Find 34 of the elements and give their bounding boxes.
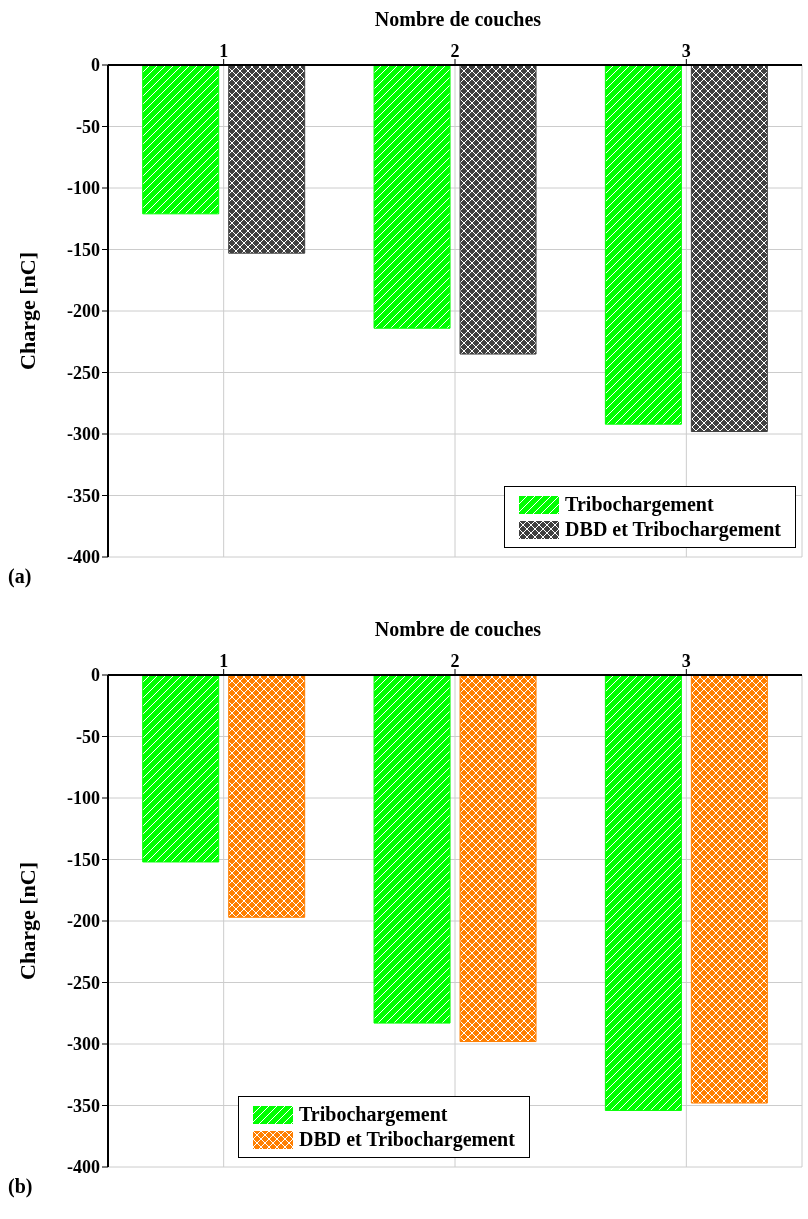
- y-axis-title: Charge [nC]: [14, 252, 40, 370]
- y-tick-label: -150: [67, 239, 100, 260]
- text: (a): [8, 565, 32, 587]
- x-axis-title: Nombre de couches: [373, 8, 543, 31]
- y-axis-title: Charge [nC]: [14, 862, 40, 980]
- x-tick-label: 1: [219, 41, 229, 61]
- y-tick-label: -200: [67, 301, 100, 322]
- legend-label: Tribochargement: [565, 493, 714, 516]
- y-tick-label: -350: [67, 1095, 100, 1116]
- y-tick-label: -50: [76, 726, 100, 747]
- y-tick-label: -350: [67, 485, 100, 506]
- y-tick-label: -100: [67, 788, 100, 809]
- x-axis-title: Nombre de couches: [373, 618, 543, 641]
- y-tick-label: 0: [91, 665, 100, 686]
- x-tick-label: 3: [681, 41, 691, 61]
- x-tick-label: 2: [450, 651, 460, 671]
- y-tick-label: -300: [67, 1034, 100, 1055]
- y-tick-label: -150: [67, 849, 100, 870]
- y-tick-label: -300: [67, 424, 100, 445]
- y-tick-label: -200: [67, 911, 100, 932]
- y-tick-label: 0: [91, 55, 100, 76]
- legend-label: DBD et Tribochargement: [565, 518, 781, 541]
- x-tick-label: 1: [219, 651, 229, 671]
- y-tick-label: -400: [67, 547, 100, 568]
- legend-label: DBD et Tribochargement: [299, 1128, 515, 1151]
- y-tick-label: -50: [76, 116, 100, 137]
- y-tick-label: -250: [67, 972, 100, 993]
- legend-label: Tribochargement: [299, 1103, 448, 1126]
- x-tick-label: 2: [450, 41, 460, 61]
- text: (b): [8, 1175, 33, 1197]
- y-tick-label: -250: [67, 362, 100, 383]
- y-tick-label: -100: [67, 178, 100, 199]
- x-tick-label: 3: [681, 651, 691, 671]
- y-tick-label: -400: [67, 1157, 100, 1178]
